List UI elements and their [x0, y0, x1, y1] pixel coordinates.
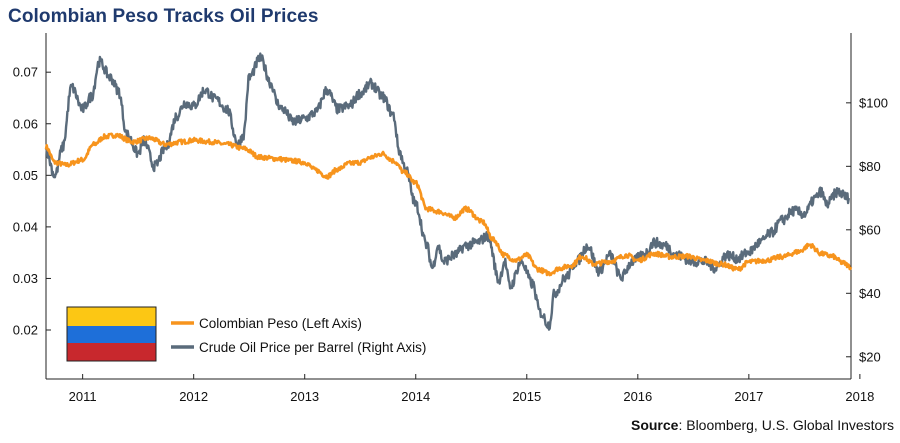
- source-text: : Bloomberg, U.S. Global Investors: [678, 417, 894, 433]
- right-tick-label: $100: [859, 95, 888, 110]
- right-tick-label: $20: [859, 349, 881, 364]
- left-tick-label: 0.07: [13, 65, 38, 80]
- right-tick-label: $40: [859, 286, 881, 301]
- x-tick-label: 2016: [623, 389, 652, 404]
- flag-red-stripe: [67, 343, 156, 361]
- oil-series-layer: [45, 52, 850, 331]
- x-tick-label: 2014: [401, 389, 430, 404]
- legend-oil-label: Crude Oil Price per Barrel (Right Axis): [199, 340, 426, 355]
- left-tick-label: 0.02: [13, 323, 38, 338]
- x-tick-label: 2018: [845, 389, 874, 404]
- left-tick-label: 0.04: [13, 219, 38, 234]
- left-tick-label: 0.05: [13, 168, 38, 183]
- source-note: Source: Bloomberg, U.S. Global Investors: [631, 417, 894, 433]
- left-tick-label: 0.03: [13, 271, 38, 286]
- x-tick-label: 2017: [734, 389, 763, 404]
- flag-border: [66, 306, 157, 362]
- x-tick-label: 2012: [179, 389, 208, 404]
- right-tick-label: $60: [859, 222, 881, 237]
- flag-blue-stripe: [67, 326, 156, 343]
- legend-peso-label: Colombian Peso (Left Axis): [199, 316, 362, 331]
- axes-layer: 0.02 0.03 0.04 0.05 0.06 0.07 $20 $40 $60 $80 $100…: [13, 33, 888, 404]
- peso-series-line: [44, 132, 853, 277]
- x-tick-label: 2015: [512, 389, 541, 404]
- left-tick-label: 0.06: [13, 116, 38, 131]
- chart-title: Colombian Peso Tracks Oil Prices: [8, 6, 319, 27]
- x-tick-label: 2011: [69, 389, 97, 404]
- flag-yellow-stripe: [67, 307, 156, 326]
- x-tick-label: 2013: [290, 389, 319, 404]
- oil-series-line: [45, 52, 850, 331]
- legend: Colombian Peso (Left Axis) Crude Oil Pri…: [66, 306, 426, 362]
- right-tick-label: $80: [859, 159, 881, 174]
- source-label: Source: [630, 417, 679, 433]
- peso-series-layer: [44, 132, 853, 277]
